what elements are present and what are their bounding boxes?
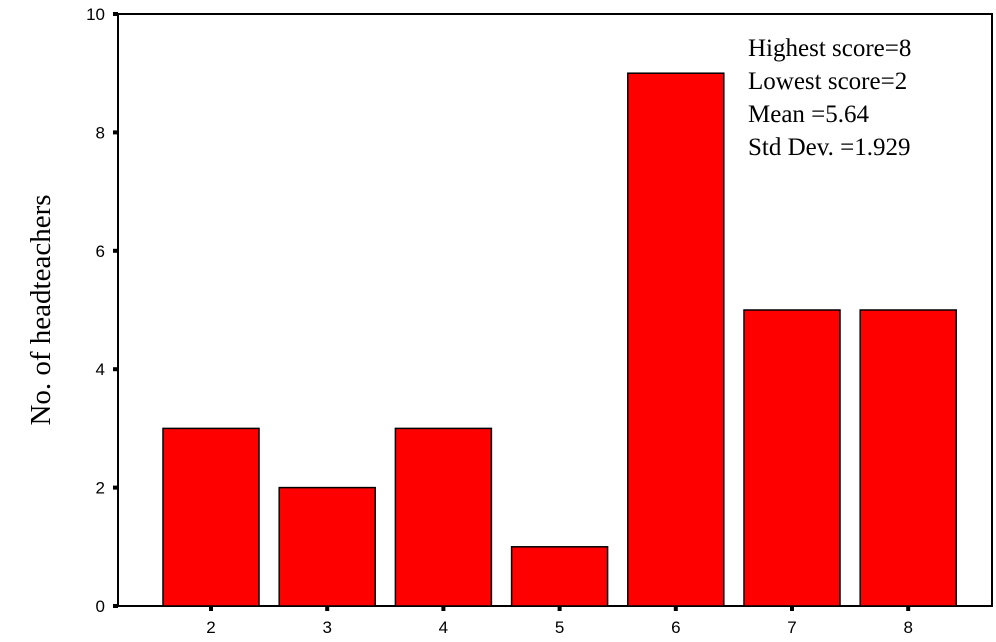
- y-tick-label: 0: [96, 597, 105, 616]
- annotation-line: Std Dev. =1.929: [748, 134, 910, 161]
- annotation-line: Highest score=8: [748, 35, 911, 62]
- x-axis: 2 3 4 5 6 7 8: [206, 606, 913, 637]
- y-axis-title: No. of headteachers: [25, 194, 57, 425]
- bar-2: [162, 427, 260, 607]
- bar-3: [278, 486, 376, 607]
- statistics-annotation: Highest score=8 Lowest score=2 Mean =5.64 S…: [748, 35, 911, 161]
- x-tick-label: 5: [555, 618, 564, 637]
- y-tick-label: 8: [96, 123, 105, 142]
- y-tick-label: 6: [96, 242, 105, 261]
- bar-4: [394, 427, 493, 607]
- x-tick-label: 4: [439, 618, 448, 637]
- x-tick-label: 7: [787, 618, 796, 637]
- bar-8: [859, 309, 957, 607]
- x-tick-label: 6: [671, 618, 680, 637]
- bar-6: [627, 72, 725, 607]
- bar-7: [743, 309, 841, 607]
- y-tick-label: 2: [96, 479, 105, 498]
- x-tick-label: 3: [322, 618, 331, 637]
- x-tick-label: 8: [903, 618, 912, 637]
- bar-5: [510, 546, 609, 607]
- annotation-line: Lowest score=2: [748, 68, 907, 95]
- annotation-line: Mean =5.64: [748, 101, 870, 128]
- y-tick-label: 4: [96, 360, 105, 379]
- y-tick-label: 10: [86, 5, 105, 24]
- y-axis: 0 2 4 6 8 10: [86, 5, 118, 616]
- x-tick-label: 2: [206, 618, 215, 637]
